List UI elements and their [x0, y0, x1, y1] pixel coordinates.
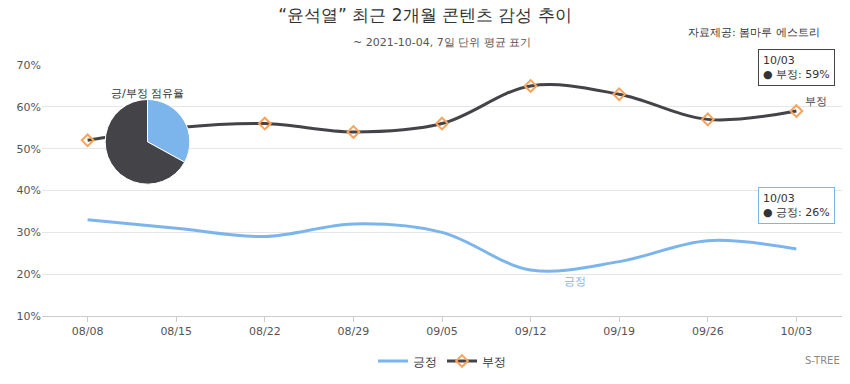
svg-text:긍/부정 점유율: 긍/부정 점유율: [111, 87, 184, 100]
svg-text:“윤석열” 최근 2개월 콘텐츠 감성 추이: “윤석열” 최근 2개월 콘텐츠 감성 추이: [278, 5, 571, 25]
svg-text:부정: 부정: [482, 355, 506, 369]
svg-text:자료제공: 봄마루 에스트리: 자료제공: 봄마루 에스트리: [688, 26, 820, 39]
svg-text:09/26: 09/26: [692, 325, 724, 338]
svg-text:30%: 30%: [17, 226, 41, 239]
svg-text:08/15: 08/15: [160, 325, 192, 338]
svg-text:60%: 60%: [17, 101, 41, 114]
svg-text:08/22: 08/22: [249, 325, 281, 338]
svg-text:70%: 70%: [17, 59, 41, 72]
svg-text:10%: 10%: [17, 310, 41, 323]
svg-text:09/12: 09/12: [515, 325, 547, 338]
svg-text:10/03● 부정: 59%: 10/03● 부정: 59%: [763, 54, 830, 81]
svg-text:S-TREE: S-TREE: [805, 355, 840, 366]
svg-text:~ 2021-10-04, 7일 단위 평균 표기: ~ 2021-10-04, 7일 단위 평균 표기: [353, 36, 531, 49]
svg-text:10/03: 10/03: [781, 325, 813, 338]
svg-text:09/05: 09/05: [426, 325, 458, 338]
svg-text:20%: 20%: [17, 268, 41, 281]
svg-text:50%: 50%: [17, 143, 41, 156]
svg-text:긍정: 긍정: [413, 355, 437, 369]
svg-text:09/19: 09/19: [603, 325, 635, 338]
svg-text:10/03● 긍정: 26%: 10/03● 긍정: 26%: [763, 192, 830, 219]
svg-text:긍정: 긍정: [564, 275, 586, 288]
svg-text:08/08: 08/08: [72, 325, 104, 338]
svg-text:부정: 부정: [805, 95, 827, 108]
svg-text:40%: 40%: [17, 184, 41, 197]
svg-text:08/29: 08/29: [338, 325, 370, 338]
